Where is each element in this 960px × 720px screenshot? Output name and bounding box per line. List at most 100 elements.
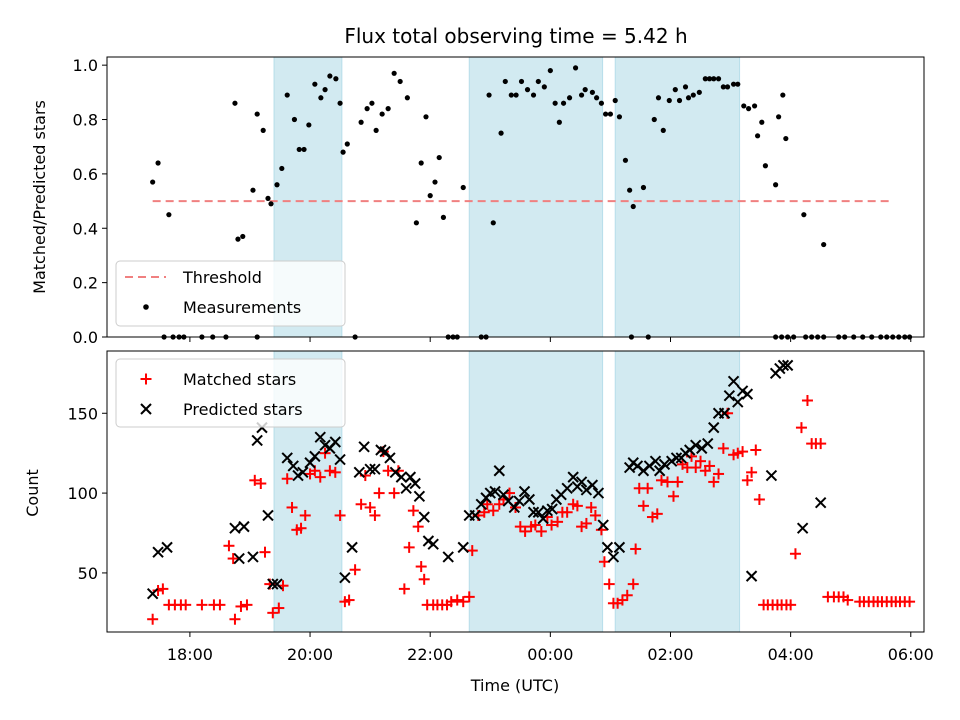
measurement-point [240, 233, 246, 240]
measurement-point [598, 100, 605, 106]
matched-star-point [481, 498, 493, 510]
predicted-star-point [814, 496, 827, 509]
matched-star-point [157, 583, 169, 595]
measurement-point [306, 122, 312, 128]
x-marker-b [736, 385, 749, 397]
measurement-point [572, 65, 579, 71]
predicted-star-point [497, 488, 510, 501]
measurement-point [724, 84, 731, 90]
predicted-star-point [262, 509, 274, 522]
matched-star-point [487, 505, 499, 517]
matched-star-point [661, 476, 673, 488]
top-y-tick-label: 0.4 [73, 219, 98, 238]
x-marker-b [457, 541, 469, 554]
predicted-star-point [384, 452, 396, 464]
predicted-star-point [229, 522, 241, 534]
measurement-point [593, 95, 600, 101]
predicted-star-point [597, 519, 609, 531]
x-marker-b [262, 509, 274, 522]
measurement-point [607, 111, 614, 117]
measurement-point [232, 100, 238, 106]
measurement-point [552, 100, 558, 106]
matched-star-point [249, 474, 261, 486]
measurement-point [821, 241, 827, 248]
x-marker-b [777, 359, 790, 372]
measurement-point [773, 182, 779, 188]
matched-star-point [519, 525, 531, 537]
matched-star-point [529, 519, 541, 531]
matched-star-point [451, 594, 463, 606]
measurement-point [535, 78, 541, 85]
matched-star-point [637, 500, 649, 512]
matched-star-point [589, 509, 601, 521]
legend-threshold-label: Threshold [182, 268, 262, 287]
x-marker-b [369, 463, 381, 475]
matched-star-point [369, 509, 381, 521]
measurement-point [556, 119, 562, 125]
measurement-point [640, 184, 647, 191]
predicted-star-point [523, 493, 536, 506]
matched-star-point [713, 468, 725, 480]
matched-star-point [695, 455, 707, 467]
measurement-point [762, 163, 769, 169]
top-axes-frame [106, 56, 925, 338]
x-marker-b [523, 493, 536, 506]
matched-star-point [642, 482, 654, 494]
matched-star-point [621, 589, 633, 601]
matched-star-point [651, 508, 663, 520]
measurement-point [696, 89, 702, 95]
matched-star-point [403, 541, 415, 553]
x-marker-b [346, 541, 358, 554]
x-marker-b [152, 546, 164, 558]
top-y-tick-label: 0.2 [73, 274, 98, 293]
bottom-y-axis-label: Count [23, 469, 42, 517]
x-marker-b [339, 572, 351, 584]
predicted-star-point [469, 509, 481, 522]
x-marker-b [233, 552, 245, 565]
measurement-point [265, 195, 271, 201]
measurement-point [337, 100, 343, 106]
measurement-point [235, 236, 241, 242]
matched-star-point [196, 599, 208, 611]
x-marker-b [586, 479, 599, 491]
measurement-point [627, 187, 633, 193]
matched-star-point [349, 564, 361, 576]
measurement-point [301, 146, 307, 153]
matched-star-point [753, 493, 765, 505]
predicted-star-point [607, 551, 620, 563]
measurement-point [706, 76, 713, 82]
measurement-point [589, 89, 595, 95]
x-marker-b [413, 490, 426, 502]
predicted-star-point [493, 465, 505, 477]
x-marker-b [781, 359, 794, 372]
measurement-point [432, 179, 438, 185]
measurement-points [150, 65, 913, 340]
measurement-point [560, 100, 567, 106]
predicted-star-point [353, 466, 366, 479]
x-marker-b [334, 453, 346, 466]
x-marker-b [161, 541, 173, 554]
matched-star-point [334, 509, 346, 521]
matched-star-point [627, 578, 639, 590]
x-marker-b [442, 551, 454, 563]
matched-star-point [355, 498, 367, 510]
measurement-point [655, 95, 662, 101]
bottom-panel: 50 100 150 18:00 20:00 22:00 00:00 02:00 04:00 0… [23, 350, 934, 695]
predicted-star-point [404, 471, 417, 483]
x-marker-b [469, 509, 481, 522]
predicted-star-point [329, 436, 341, 448]
measurement-point [344, 141, 350, 147]
x-marker-b [389, 466, 402, 479]
measurement-point [418, 160, 424, 166]
top-panel: 0.0 0.2 0.4 0.6 0.8 1.0 Matched/Predicted sta… [30, 56, 925, 347]
measurement-point [397, 78, 403, 85]
x-marker-b [607, 551, 620, 563]
predicted-star-point [765, 469, 778, 482]
x-marker-b [309, 450, 321, 463]
matched-star-point [672, 476, 684, 488]
measurement-point [682, 84, 689, 90]
measurement-point [373, 127, 379, 133]
bottom-y-tick-label: 50 [78, 564, 98, 583]
matched-star-point [281, 473, 293, 485]
predicted-star-point [781, 359, 794, 372]
